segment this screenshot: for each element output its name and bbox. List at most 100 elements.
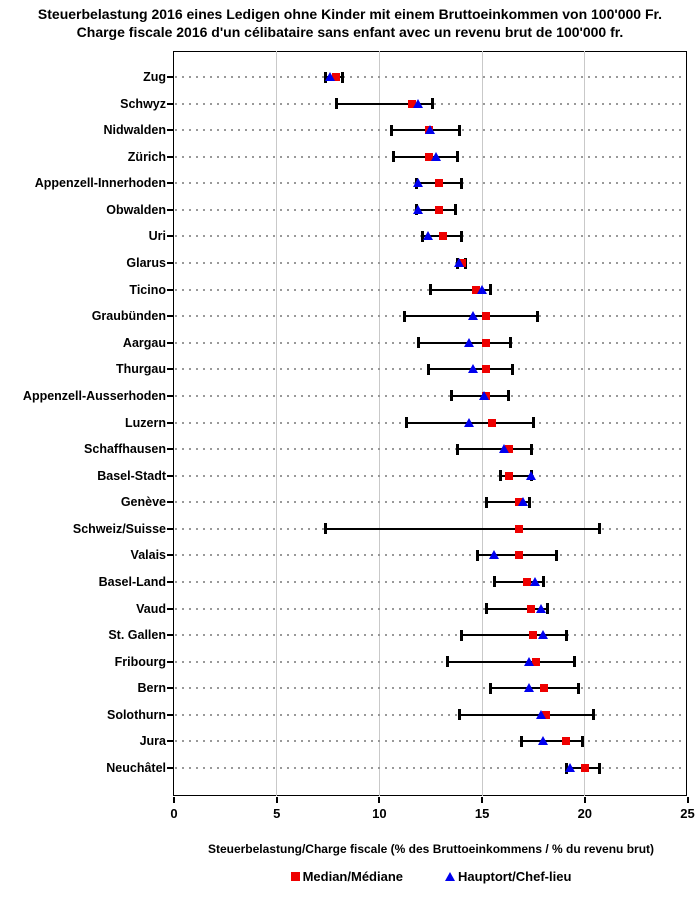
y-axis-tick: [167, 394, 173, 397]
median-marker: [482, 312, 491, 321]
capital-marker: [538, 736, 549, 746]
median-marker: [434, 205, 443, 214]
range-cap-min: [458, 709, 461, 721]
median-marker: [529, 631, 538, 640]
x-tick-label: 15: [474, 806, 490, 821]
median-marker: [488, 418, 497, 427]
range-bar: [430, 288, 491, 291]
canton-label: Schaffhausen: [84, 442, 166, 457]
gridline: [481, 51, 483, 796]
median-marker: [531, 657, 540, 666]
range-cap-max: [340, 71, 344, 83]
capital-marker: [530, 576, 540, 586]
range-cap-min: [484, 603, 488, 615]
range-bar: [447, 660, 575, 663]
range-cap-max: [577, 682, 581, 694]
capital-marker: [423, 231, 434, 241]
x-tick-label: 5: [273, 806, 281, 821]
leader-dots: [175, 474, 686, 477]
legend-label-median: Median/Médiane: [302, 869, 404, 884]
canton-label: Bern: [137, 681, 166, 696]
canton-label: Jura: [139, 734, 166, 749]
median-marker: [562, 737, 571, 746]
y-axis-tick: [167, 368, 173, 371]
legend: Median/Médiane Hauptort/Chef-lieu: [174, 869, 688, 884]
range-cap-max: [431, 98, 435, 110]
capital-marker: [431, 151, 442, 161]
range-cap-min: [460, 629, 464, 641]
range-cap-max: [488, 284, 492, 296]
capital-marker: [468, 311, 479, 321]
canton-label: Schweiz/Suisse: [72, 521, 166, 536]
leader-dots: [175, 554, 686, 557]
leader-dots: [175, 767, 686, 769]
leader-dots: [175, 660, 686, 663]
range-cap-min: [499, 470, 503, 482]
range-cap-max: [564, 629, 568, 641]
y-axis-tick: [167, 607, 173, 610]
median-marker: [523, 577, 532, 586]
canton-label: Luzern: [125, 415, 166, 430]
y-axis-tick: [167, 580, 173, 583]
x-axis-tick: [173, 797, 175, 803]
range-bar: [486, 607, 548, 610]
range-cap-max: [464, 257, 468, 269]
median-marker: [504, 471, 513, 480]
y-axis-tick: [167, 155, 173, 158]
capital-marker: [538, 630, 549, 640]
canton-label: Thurgau: [116, 362, 166, 377]
median-marker: [408, 99, 417, 108]
y-axis-tick: [167, 501, 173, 504]
x-axis-tick: [378, 797, 381, 803]
range-cap-max: [507, 390, 511, 402]
range-cap-max: [597, 523, 601, 535]
range-bar: [490, 687, 579, 690]
y-axis-tick: [167, 687, 173, 690]
range-bar: [457, 448, 532, 451]
median-marker: [580, 764, 589, 772]
plot-area: [173, 51, 687, 796]
canton-label: Basel-Land: [98, 574, 166, 589]
leader-dots: [175, 580, 686, 583]
capital-marker: [468, 364, 479, 374]
range-cap-max: [554, 549, 558, 561]
y-axis-tick: [167, 102, 173, 105]
canton-label: St. Gallen: [108, 628, 166, 643]
range-cap-min: [484, 496, 488, 508]
median-marker: [527, 604, 536, 613]
range-cap-max: [536, 310, 540, 322]
capital-marker: [564, 763, 575, 772]
x-axis-tick: [686, 797, 689, 803]
capital-marker: [324, 72, 335, 81]
canton-label: Schwyz: [120, 96, 166, 111]
chart-title-line-2: Charge fiscale 2016 d'un célibataire san…: [76, 24, 624, 40]
y-axis-tick: [167, 208, 173, 211]
canton-label: Fribourg: [114, 654, 166, 669]
range-cap-min: [427, 363, 431, 375]
capital-marker: [523, 656, 534, 666]
y-axis-tick: [167, 554, 173, 557]
leader-dots: [175, 634, 686, 637]
gridline: [378, 51, 380, 796]
canton-label: Graubünden: [91, 309, 166, 324]
range-cap-min: [476, 549, 480, 561]
median-marker: [434, 179, 443, 188]
range-cap-max: [511, 363, 515, 375]
canton-label: Neuchâtel: [106, 761, 166, 775]
range-cap-min: [455, 443, 459, 455]
median-marker: [482, 338, 491, 347]
capital-triangle-icon: [445, 872, 456, 881]
range-bar: [336, 102, 433, 105]
canton-label: Aargau: [122, 335, 166, 350]
capital-marker: [476, 284, 487, 294]
leader-dots: [175, 448, 686, 451]
range-cap-max: [458, 124, 461, 136]
range-cap-min: [519, 735, 523, 747]
capital-marker: [536, 709, 547, 719]
y-axis-tick: [167, 713, 173, 716]
capital-marker: [499, 444, 510, 454]
leader-dots: [175, 262, 686, 265]
legend-label-capital: Hauptort/Chef-lieu: [458, 869, 572, 884]
median-marker: [539, 684, 548, 693]
range-cap-min: [404, 417, 408, 428]
